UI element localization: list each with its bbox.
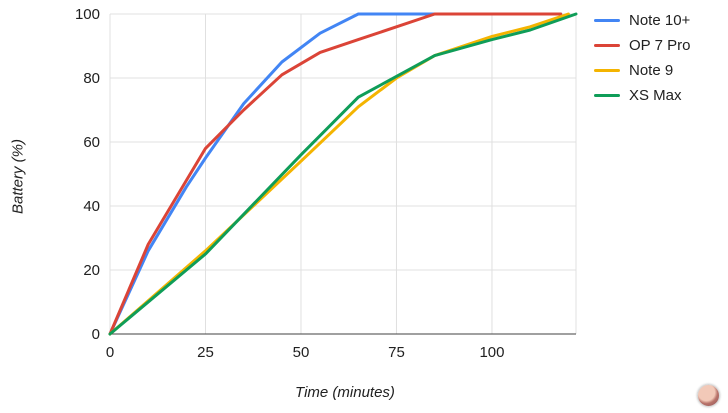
y-tick-label: 60 <box>83 134 100 151</box>
x-axis-label: Time (minutes) <box>295 384 395 401</box>
series-line-xs-max <box>108 12 578 336</box>
y-tick-label: 80 <box>83 70 100 87</box>
x-tick-label: 0 <box>106 344 114 361</box>
y-tick-label: 0 <box>92 326 100 343</box>
x-tick-label: 100 <box>479 344 504 361</box>
y-tick-label: 40 <box>83 198 100 215</box>
x-tick-label: 50 <box>293 344 310 361</box>
legend-item-op-7-pro: OP 7 Pro <box>594 37 690 54</box>
x-tick-label: 75 <box>388 344 405 361</box>
series-line-note-10- <box>108 12 563 336</box>
legend-label: OP 7 Pro <box>629 37 691 54</box>
legend-label: Note 9 <box>629 62 674 79</box>
series-line-note-9 <box>108 12 570 336</box>
legend-swatch <box>594 69 620 72</box>
chart-plot-area: 0 25 50 75 100 0 20 40 60 80 100 <box>75 6 578 361</box>
legend-swatch <box>594 44 620 47</box>
x-tick-label: 25 <box>197 344 214 361</box>
y-tick-label: 100 <box>75 6 100 23</box>
series-line-op-7-pro <box>108 12 563 336</box>
legend-label: Note 10+ <box>629 12 691 29</box>
legend-item-xs-max: XS Max <box>594 87 690 104</box>
watermark-avatar <box>697 384 720 407</box>
legend-swatch <box>594 19 620 22</box>
legend-swatch <box>594 94 620 97</box>
y-axis-label: Battery (%) <box>9 139 27 215</box>
legend-item-note-10-: Note 10+ <box>594 12 690 29</box>
legend-label: XS Max <box>629 87 682 104</box>
y-tick-label: 20 <box>83 262 100 279</box>
legend-item-note-9: Note 9 <box>594 62 690 79</box>
chart-legend: Note 10+ OP 7 Pro Note 9 XS Max <box>594 12 690 104</box>
